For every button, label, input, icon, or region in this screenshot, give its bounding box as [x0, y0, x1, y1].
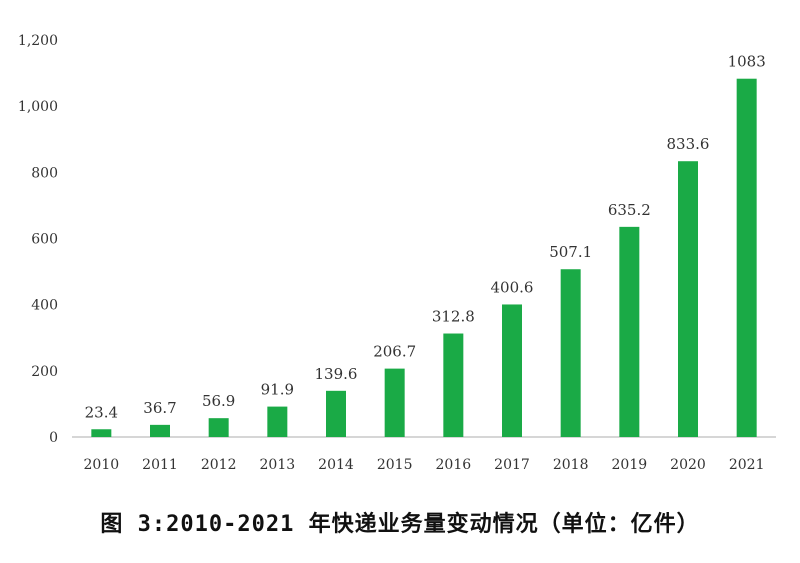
x-tick-label-2012: 2012	[201, 457, 237, 473]
y-tick-label: 0	[49, 430, 58, 446]
x-tick-label-2017: 2017	[494, 457, 530, 473]
bar-2021	[736, 78, 757, 438]
y-tick-label: 1,200	[18, 33, 58, 49]
x-tick-label-2010: 2010	[84, 457, 120, 473]
bar-2012	[208, 418, 229, 437]
x-tick-label-2011: 2011	[142, 457, 178, 473]
y-tick-label: 1,000	[18, 99, 58, 115]
x-tick-label-2018: 2018	[553, 457, 589, 473]
value-label-2017: 400.6	[491, 278, 534, 296]
value-label-2011: 36.7	[143, 399, 176, 417]
value-label-2010: 23.4	[85, 403, 118, 421]
bar-2011	[150, 424, 170, 437]
figure-caption: 图 3:2010-2021 年快递业务量变动情况（单位：亿件）	[100, 512, 700, 537]
bars	[91, 78, 757, 438]
value-labels: 23.4 36.7 56.9 91.9 139.6 206.7 312.8 400.6 507.…	[85, 53, 766, 422]
value-label-2015: 206.7	[373, 343, 416, 361]
value-label-2016: 312.8	[432, 308, 475, 326]
value-label-2020: 833.6	[667, 135, 710, 153]
y-tick-label: 600	[31, 232, 58, 248]
x-axis-tick-labels: 2010 2011 2012 2013 2014 2015 2016 2017 2018 2019…	[84, 457, 765, 473]
bar-2015	[384, 368, 405, 437]
x-tick-label-2013: 2013	[260, 457, 296, 473]
value-label-2012: 56.9	[202, 392, 235, 410]
bar-chart: 0 200 400 600 800 1,000 1,200 23.4 36.7 56.9 91.9…	[18, 33, 776, 473]
x-tick-label-2016: 2016	[436, 457, 472, 473]
bar-2014	[326, 390, 346, 437]
bar-2018	[560, 269, 581, 437]
x-tick-label-2019: 2019	[612, 457, 648, 473]
value-label-2013: 91.9	[261, 381, 294, 399]
value-label-2018: 507.1	[549, 243, 592, 261]
x-tick-label-2014: 2014	[318, 457, 354, 473]
bar-2013	[267, 406, 288, 437]
bar-2017	[502, 304, 522, 437]
y-tick-label: 400	[31, 298, 58, 314]
y-axis-tick-labels: 0 200 400 600 800 1,000 1,200	[18, 33, 58, 446]
x-tick-label-2015: 2015	[377, 457, 413, 473]
bar-2016	[443, 333, 464, 437]
bar-2010	[91, 429, 112, 437]
x-tick-label-2020: 2020	[670, 457, 706, 473]
value-label-2019: 635.2	[608, 201, 651, 219]
x-tick-label-2021: 2021	[729, 457, 765, 473]
value-label-2014: 139.6	[315, 365, 358, 383]
value-label-2021: 1083	[728, 53, 766, 71]
bar-2019	[619, 226, 640, 437]
bar-2020	[678, 161, 698, 437]
y-tick-label: 200	[31, 364, 58, 380]
y-tick-label: 800	[31, 165, 58, 181]
